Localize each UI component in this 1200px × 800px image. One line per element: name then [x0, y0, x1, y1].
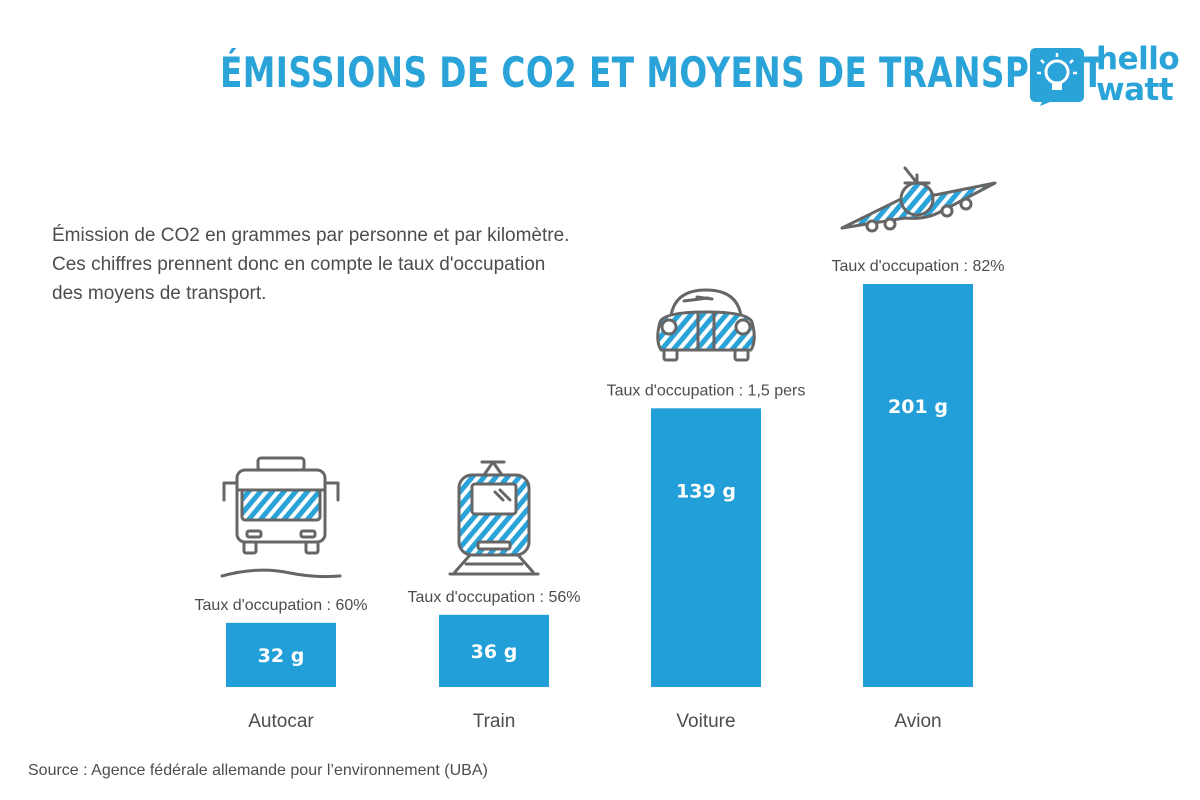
- source-note: Source : Agence fédérale allemande pour …: [28, 762, 488, 779]
- occupancy-label: Taux d'occupation : 60%: [195, 597, 368, 614]
- category-label: Autocar: [248, 711, 314, 732]
- occupancy-label: Taux d'occupation : 82%: [832, 258, 1005, 275]
- chart-subtitle: Émission de CO2 en grammes par personne …: [52, 221, 652, 308]
- subtitle-line: Ces chiffres prennent donc en compte le …: [52, 254, 546, 275]
- bar-value-label: 32 g: [258, 645, 305, 667]
- hellowatt-logo: hello watt: [1028, 41, 1180, 110]
- category-label: Avion: [894, 711, 941, 732]
- subtitle-line: Émission de CO2 en grammes par personne …: [52, 225, 570, 246]
- logo-wordmark: hello watt: [1096, 41, 1180, 108]
- bar-voiture: [651, 408, 761, 687]
- train-icon: [448, 460, 540, 576]
- bar-value-label: 139 g: [676, 480, 736, 502]
- airplane-icon: [840, 166, 997, 233]
- car-icon: [656, 288, 756, 362]
- bar-autocar: [226, 622, 336, 687]
- subtitle-line: des moyens de transport.: [52, 283, 267, 304]
- bar-value-label: 36 g: [471, 641, 518, 663]
- bar-avion: [863, 284, 973, 687]
- lightbulb-icon: [1030, 48, 1084, 106]
- bus-icon: [220, 456, 342, 579]
- category-label: Train: [473, 711, 516, 732]
- occupancy-label: Taux d'occupation : 56%: [408, 589, 581, 606]
- bar-train: [439, 614, 549, 687]
- category-label: Voiture: [676, 711, 735, 732]
- occupancy-label: Taux d'occupation : 1,5 pers: [607, 382, 806, 399]
- bar-value-label: 201 g: [888, 396, 948, 418]
